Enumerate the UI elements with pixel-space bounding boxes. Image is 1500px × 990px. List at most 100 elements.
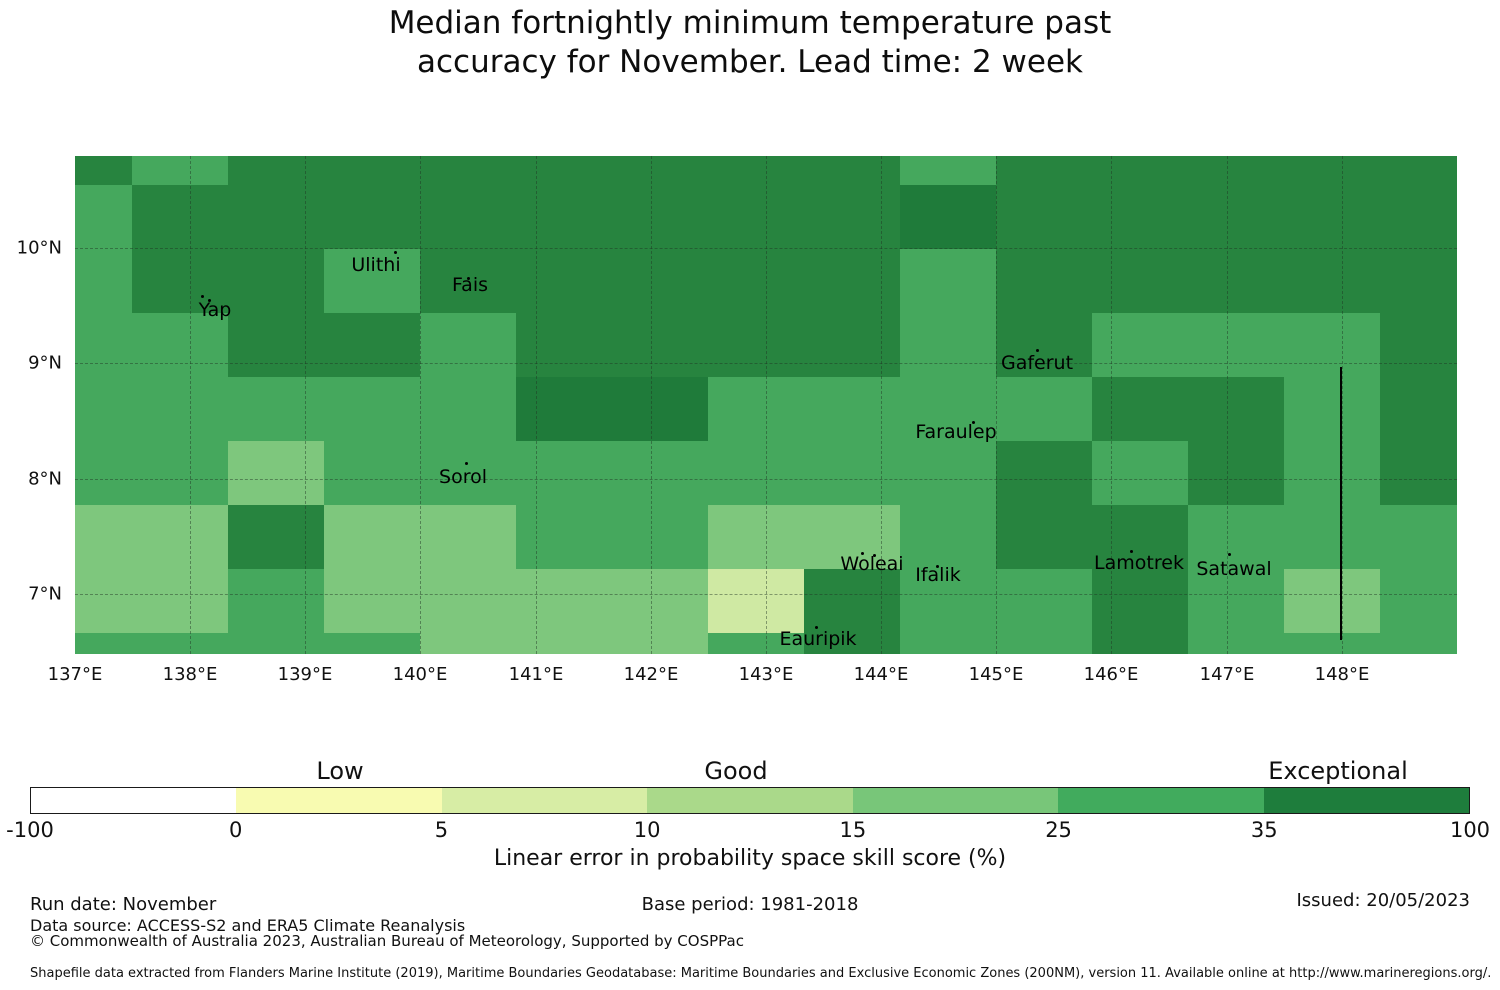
grid-cell — [1188, 249, 1284, 313]
island-label-sorol: Sorol — [439, 466, 487, 488]
grid-cell — [900, 185, 996, 249]
grid-cell — [708, 505, 804, 569]
island-label-yap: Yap — [198, 299, 232, 321]
grid-cell — [516, 185, 612, 249]
grid-cell — [1188, 569, 1284, 633]
grid-cell — [900, 441, 996, 505]
longitude-gridline — [1342, 156, 1343, 654]
y-tick-label: 7°N — [28, 583, 62, 605]
grid-cell — [612, 633, 708, 654]
grid-cell — [228, 377, 324, 441]
grid-cell — [324, 505, 420, 569]
colorbar-region-label-low: Low — [316, 757, 364, 785]
grid-cell — [1284, 185, 1380, 249]
grid-cell — [324, 313, 420, 377]
grid-cell — [228, 505, 324, 569]
grid-cell — [804, 569, 900, 633]
grid-cell — [1188, 377, 1284, 441]
grid-cell — [324, 249, 420, 313]
grid-cell — [75, 377, 132, 441]
chart-title-line2: accuracy for November. Lead time: 2 week — [416, 44, 1083, 80]
grid-cell — [900, 156, 996, 185]
grid-cell — [1380, 569, 1457, 633]
grid-cell — [996, 185, 1092, 249]
grid-cell — [1092, 377, 1188, 441]
grid-cell — [228, 633, 324, 654]
colorbar-tick-label: 5 — [434, 818, 449, 842]
colorbar-segment — [441, 788, 648, 813]
grid-cell — [612, 441, 708, 505]
latitude-gridline — [75, 363, 1457, 364]
grid-cell — [420, 441, 516, 505]
grid-cell — [900, 377, 996, 441]
grid-cell — [420, 249, 516, 313]
grid-cell — [420, 505, 516, 569]
colorbar-segment — [1058, 788, 1264, 813]
grid-cell — [1380, 185, 1457, 249]
grid-cell — [75, 313, 132, 377]
grid-cell — [516, 505, 612, 569]
x-tick-label: 139°E — [277, 664, 333, 685]
grid-cell — [1284, 505, 1380, 569]
grid-cell — [75, 185, 132, 249]
grid-cell — [132, 633, 228, 654]
grid-cell — [708, 313, 804, 377]
grid-cell — [804, 185, 900, 249]
longitude-gridline — [536, 156, 537, 654]
grid-cell — [1188, 156, 1284, 185]
island-marker-dot — [873, 554, 876, 557]
grid-cell — [996, 156, 1092, 185]
island-marker-dot — [815, 626, 818, 629]
base-period-text: Base period: 1981-2018 — [641, 894, 859, 915]
grid-cell — [612, 505, 708, 569]
colorbar-segment — [31, 788, 237, 813]
grid-cell — [132, 313, 228, 377]
colorbar-tick-label: 0 — [229, 818, 243, 842]
colorbar-region-label-exceptional: Exceptional — [1268, 757, 1408, 785]
grid-cell — [996, 633, 1092, 654]
grid-cell — [516, 569, 612, 633]
grid-cell — [708, 377, 804, 441]
island-marker-dot — [1036, 349, 1039, 352]
grid-cell — [1092, 505, 1188, 569]
grid-cell — [75, 505, 132, 569]
grid-cell — [996, 249, 1092, 313]
data-source-text: Data source: ACCESS-S2 and ERA5 Climate … — [30, 916, 466, 935]
issued-text: Issued: 20/05/2023 — [1296, 890, 1470, 911]
grid-cell — [804, 441, 900, 505]
colorbar-region-label-good: Good — [704, 757, 768, 785]
grid-cell — [1284, 249, 1380, 313]
colorbar-segment — [647, 788, 853, 813]
colorbar-segment — [236, 788, 442, 813]
grid-cell — [228, 313, 324, 377]
colorbar-tick-label: 35 — [1250, 818, 1278, 842]
chart-title: Median fortnightly minimum temperature p… — [0, 4, 1500, 82]
island-marker-dot — [1130, 550, 1133, 553]
island-marker-dot — [201, 295, 204, 298]
map-panel: Yap Ulithi Fais Sorol Gaferut Faraulep Woleai I… — [75, 156, 1457, 654]
grid-cell — [516, 249, 612, 313]
x-tick-label: 146°E — [1083, 664, 1139, 685]
grid-cell — [324, 185, 420, 249]
grid-cell — [132, 185, 228, 249]
grid-cell — [132, 569, 228, 633]
grid-cell — [900, 505, 996, 569]
island-label-eauripik: Eauripik — [779, 628, 857, 650]
grid-cell — [1284, 569, 1380, 633]
grid-cell — [1092, 633, 1188, 654]
x-tick-label: 138°E — [162, 664, 218, 685]
island-label-lamotrek: Lamotrek — [1094, 552, 1184, 574]
longitude-gridline — [881, 156, 882, 654]
run-date-text: Run date: November — [30, 894, 217, 915]
grid-cell — [1092, 441, 1188, 505]
x-tick-label: 145°E — [968, 664, 1024, 685]
grid-cell — [1092, 185, 1188, 249]
island-label-woleai: Woleai — [840, 553, 904, 575]
colorbar-segment — [1263, 788, 1469, 813]
grid-cell — [996, 377, 1092, 441]
grid-cell — [1284, 156, 1380, 185]
grid-cell — [420, 156, 516, 185]
longitude-gridline — [1111, 156, 1112, 654]
island-marker-dot — [465, 462, 468, 465]
